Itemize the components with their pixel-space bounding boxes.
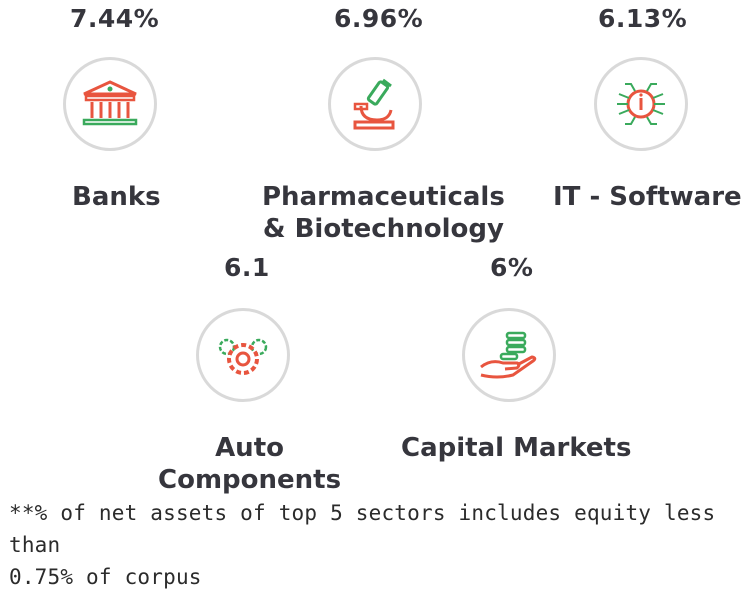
sector-icon-ring-capital-markets: [462, 308, 556, 402]
footnote: **% of net assets of top 5 sectors inclu…: [9, 497, 744, 593]
coins-hand-icon: [480, 331, 537, 379]
sector-icon-ring-pharma: [328, 57, 422, 151]
sector-label-it-software: IT - Software: [553, 182, 742, 212]
sector-label-banks: Banks: [72, 182, 161, 212]
sector-label-capital-markets: Capital Markets: [401, 433, 632, 463]
bank-icon: [82, 80, 138, 126]
sector-icon-ring-it-software: [594, 57, 688, 151]
sector-icon-ring-banks: [63, 57, 157, 151]
sector-label-auto-components: Auto Components: [158, 433, 342, 495]
footnote-line-1: **% of net assets of top 5 sectors inclu…: [9, 501, 716, 557]
microscope-icon: [353, 78, 395, 130]
chip-icon: [617, 83, 665, 125]
sector-percent-it-software: 6.13%: [598, 4, 688, 33]
sector-label-pharma: Pharmaceuticals & Biotechnology: [262, 182, 505, 244]
sector-icon-ring-auto-components: [196, 308, 290, 402]
sector-percent-capital-markets: 6%: [490, 253, 534, 282]
footnote-line-2: 0.75% of corpus: [9, 565, 202, 589]
sector-percent-pharma: 6.96%: [334, 4, 424, 33]
gears-icon: [218, 338, 268, 375]
sector-percent-banks: 7.44%: [70, 4, 160, 33]
sector-percent-auto-components: 6.1: [224, 253, 270, 282]
